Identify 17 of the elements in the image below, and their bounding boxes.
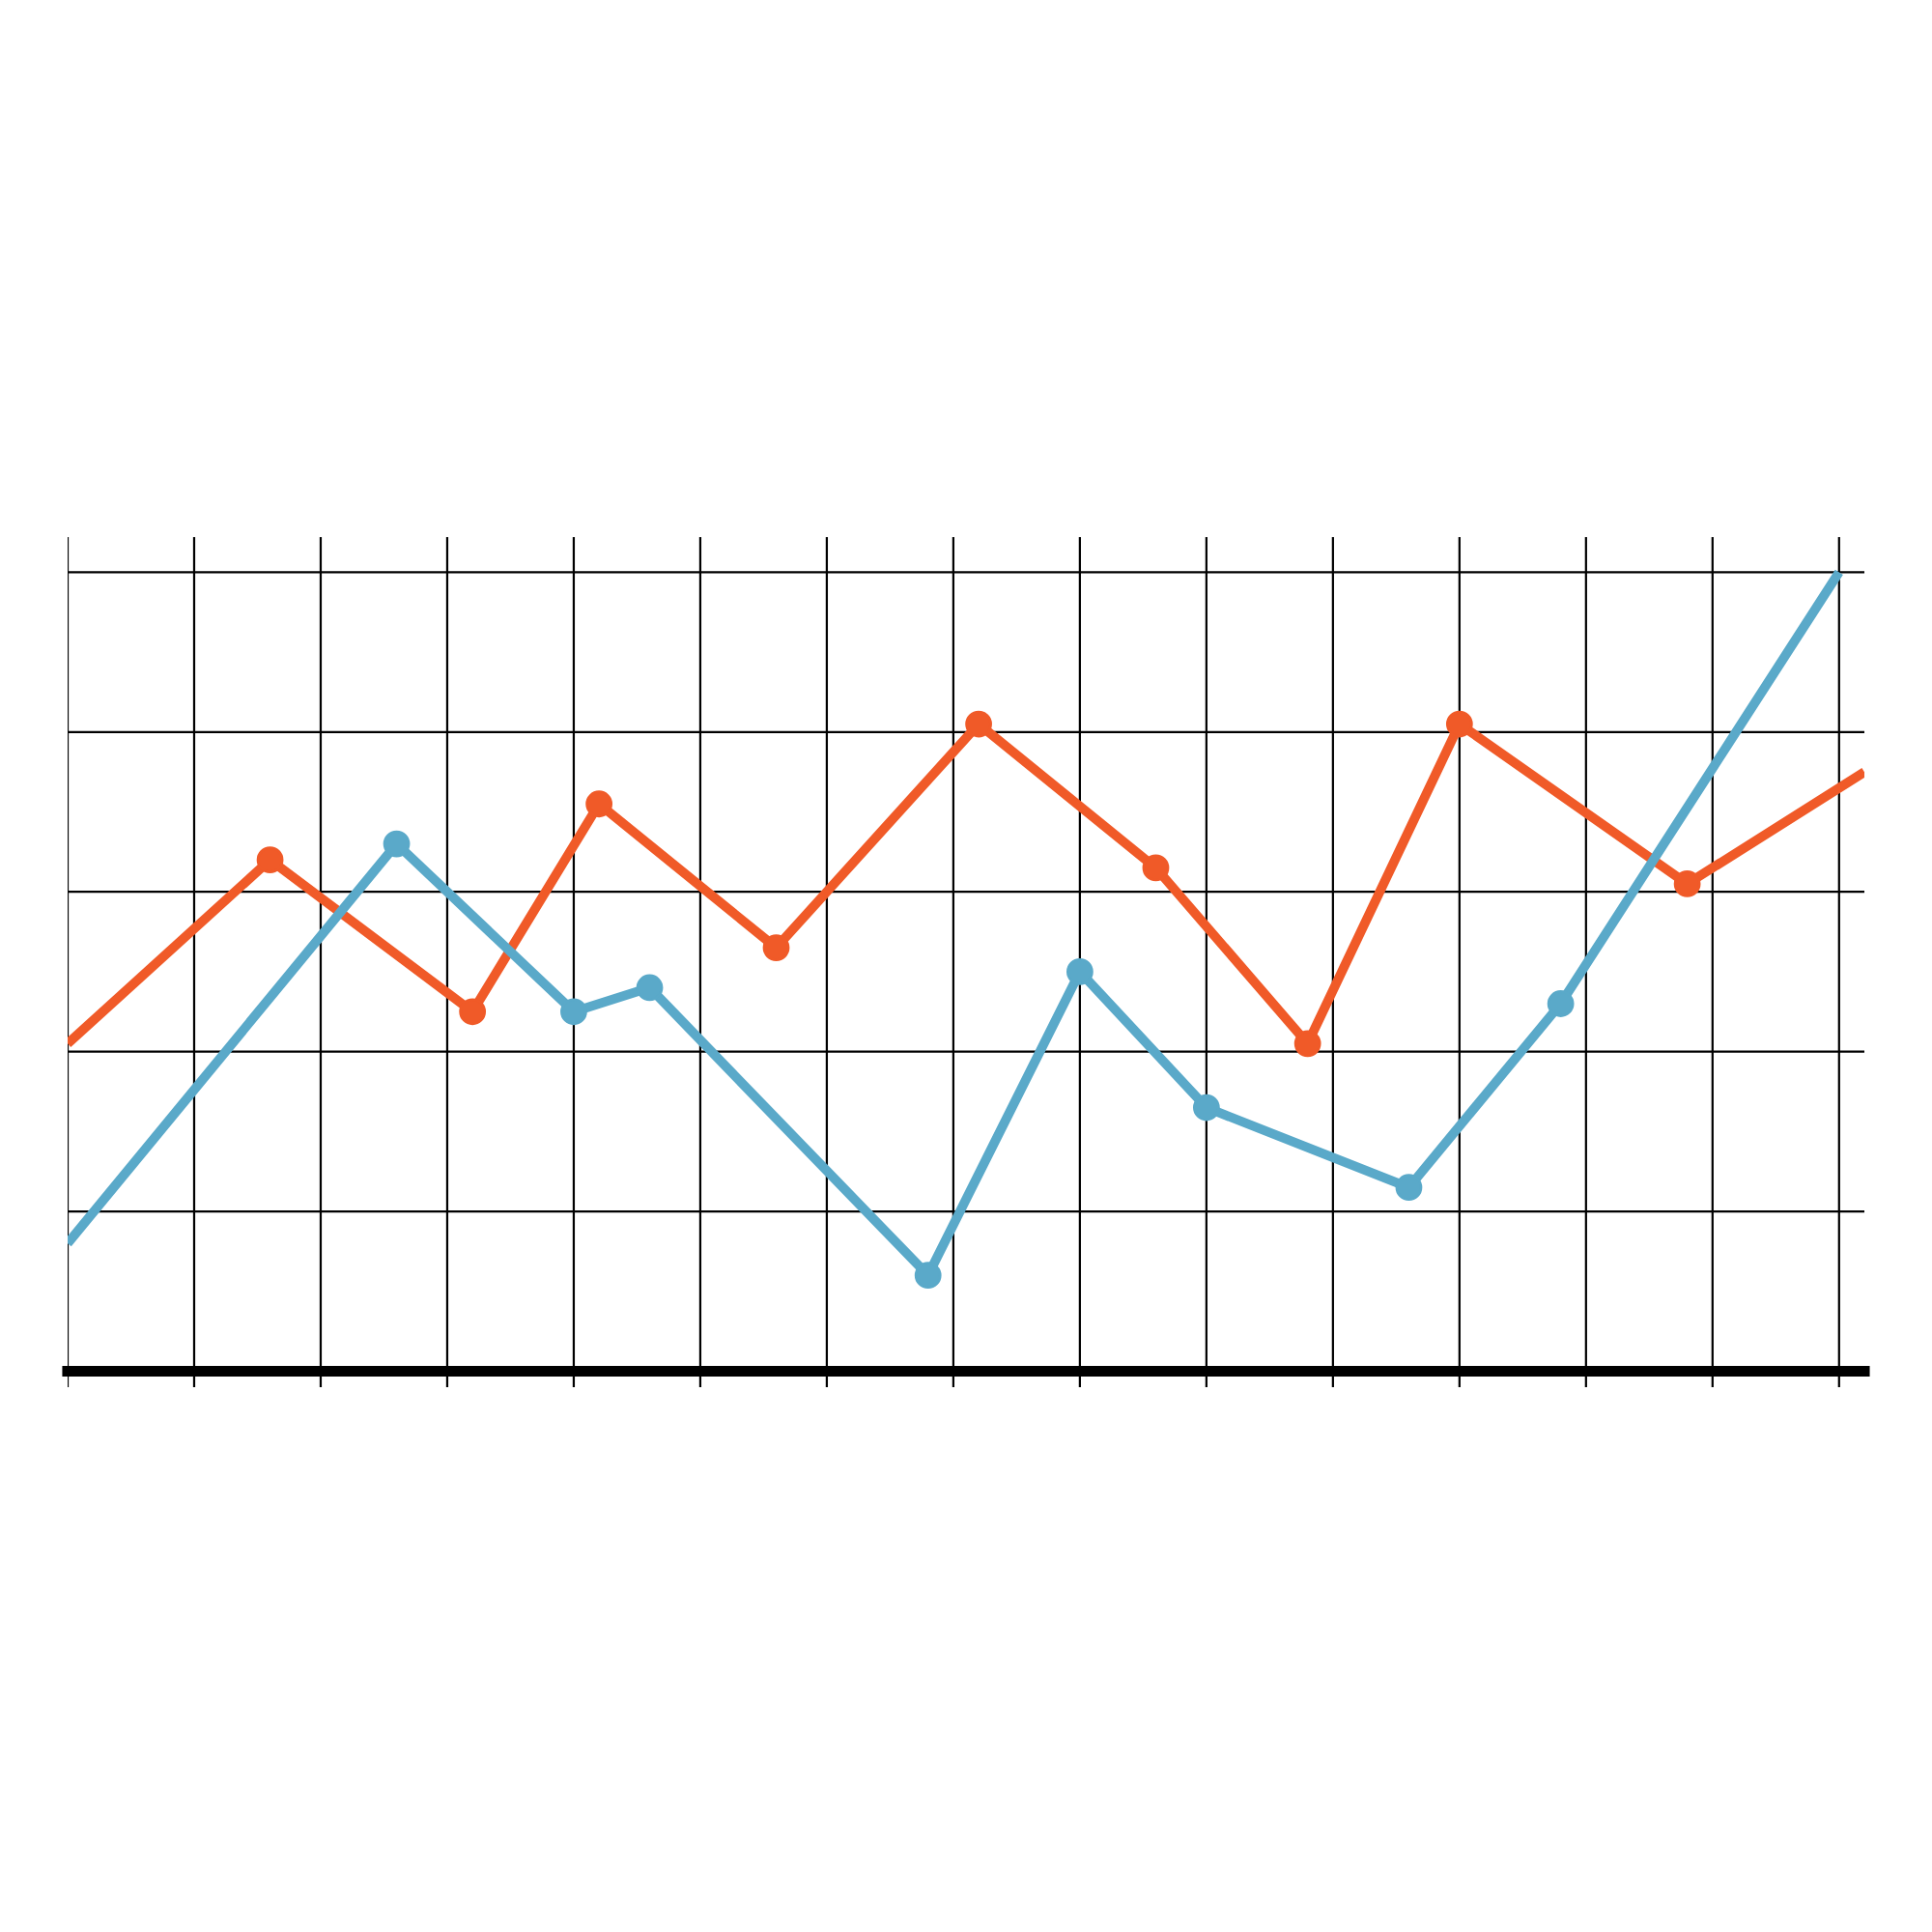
- point: [1066, 958, 1094, 985]
- point: [1142, 854, 1170, 882]
- point: [1293, 1030, 1321, 1058]
- point: [762, 934, 790, 961]
- point: [1673, 870, 1701, 897]
- point: [459, 998, 487, 1026]
- point: [560, 998, 587, 1026]
- point: [256, 846, 284, 874]
- point: [914, 1262, 942, 1290]
- point: [1395, 1174, 1423, 1202]
- point: [1547, 990, 1575, 1017]
- point: [636, 974, 664, 1002]
- point: [383, 830, 411, 858]
- point: [1445, 710, 1473, 738]
- point: [585, 790, 613, 818]
- point: [965, 710, 992, 738]
- point: [1192, 1094, 1220, 1122]
